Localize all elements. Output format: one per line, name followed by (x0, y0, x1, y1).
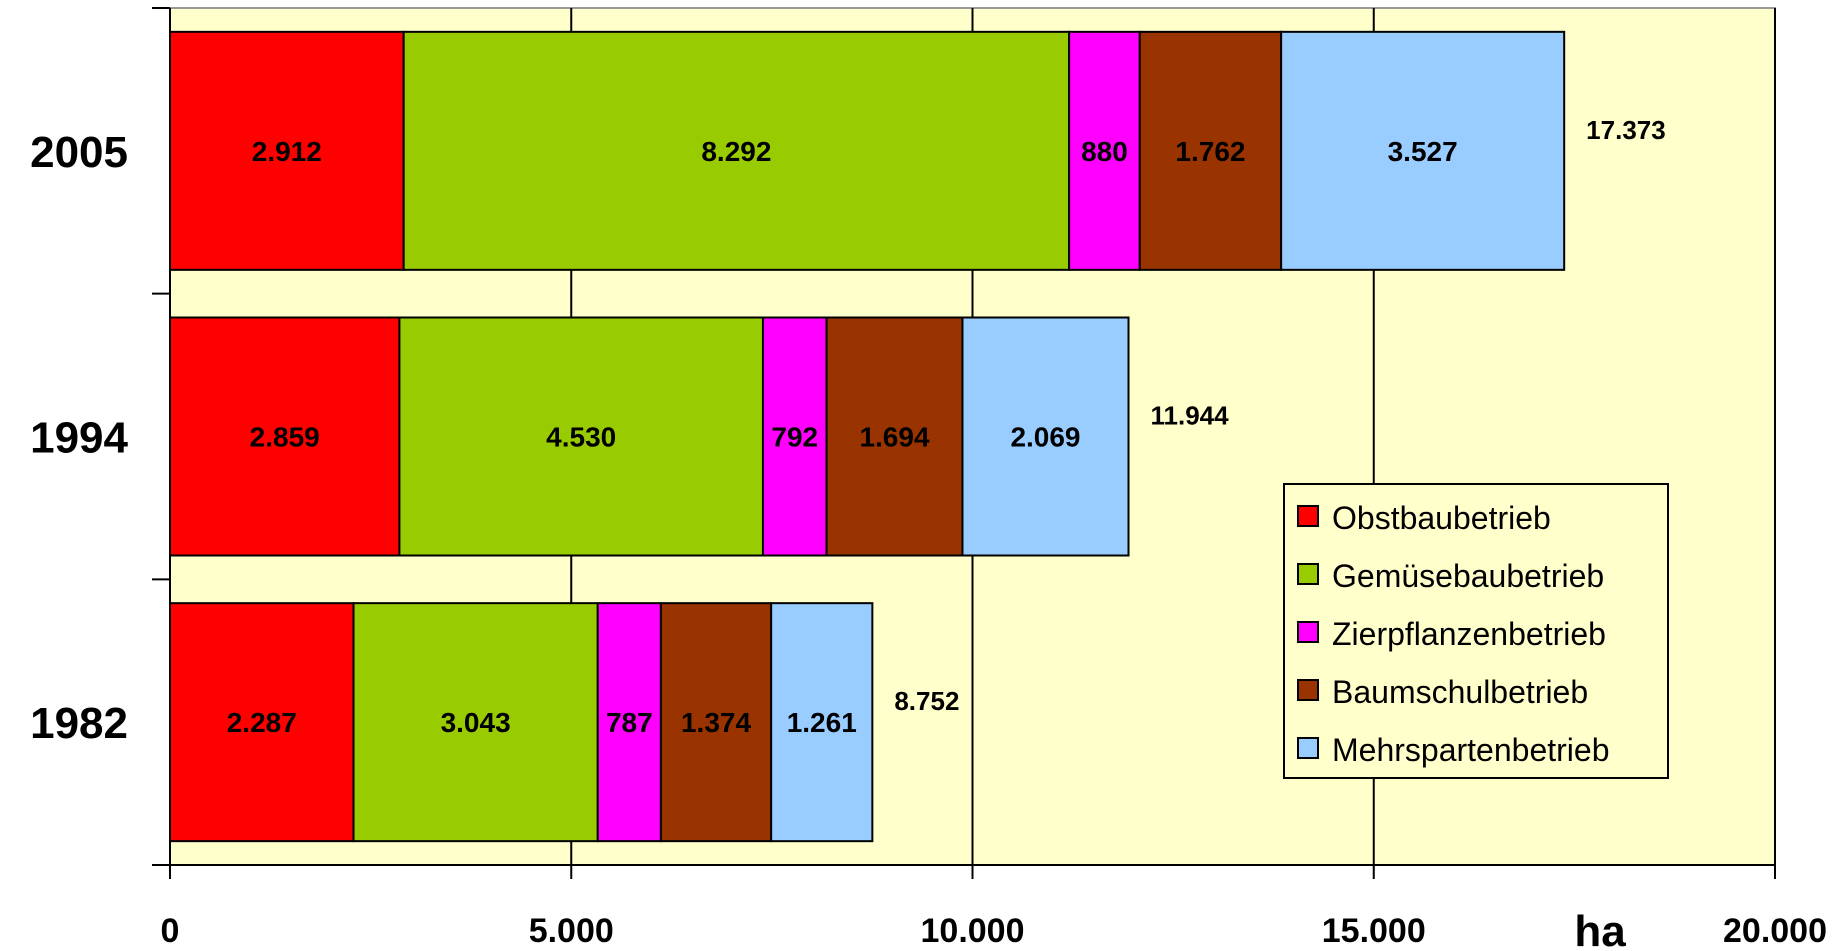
bar-segment (1280, 30, 1566, 271)
bar-segment (596, 602, 662, 843)
x-tick-label: 15.000 (1322, 912, 1426, 950)
total-label: 8.752 (894, 686, 959, 716)
bar-segment (961, 316, 1130, 557)
data-label: 3.043 (441, 707, 511, 738)
legend-label: Baumschulbetrieb (1332, 674, 1588, 710)
category-label: 2005 (30, 128, 128, 177)
total-label: 17.373 (1586, 115, 1666, 145)
data-label: 1.261 (787, 707, 857, 738)
legend-label: Gemüsebaubetrieb (1332, 558, 1604, 594)
category-label: 1982 (30, 699, 128, 748)
data-label: 8.292 (701, 136, 771, 167)
legend-swatch (1297, 563, 1319, 585)
data-label: 1.762 (1175, 136, 1245, 167)
axes (152, 7, 1776, 879)
data-label: 2.287 (227, 707, 297, 738)
category-label: 1994 (30, 414, 128, 463)
x-tick-label: 20.000 (1723, 912, 1827, 950)
legend-swatch (1297, 505, 1319, 527)
legend-swatch (1297, 621, 1319, 643)
data-label: 4.530 (546, 422, 616, 453)
legend-label: Mehrspartenbetrieb (1332, 732, 1609, 768)
bar-segment (1068, 30, 1141, 271)
x-tick-label: 5.000 (529, 912, 614, 950)
bar-segment (169, 316, 401, 557)
bar-segment (402, 30, 1071, 271)
bar-segment (825, 316, 964, 557)
data-label: 2.912 (252, 136, 322, 167)
legend: Obstbaubetrieb Gemüsebaubetrieb Zierpflanz… (1283, 483, 1669, 779)
legend-label: Obstbaubetrieb (1332, 500, 1551, 536)
bar-segment (169, 602, 355, 843)
x-tick-label: 0 (161, 912, 180, 950)
bar-segment (352, 602, 599, 843)
data-label: 880 (1081, 136, 1128, 167)
data-label: 1.694 (859, 422, 929, 453)
bar-segment (169, 30, 405, 271)
data-label: 792 (771, 422, 818, 453)
x-tick-label: 10.000 (921, 912, 1025, 950)
x-axis-unit: ha (1574, 907, 1626, 951)
total-label: 11.944 (1151, 401, 1230, 431)
legend-label: Zierpflanzenbetrieb (1332, 616, 1606, 652)
data-label: 2.859 (250, 422, 320, 453)
bars (169, 30, 1566, 843)
legend-swatch (1297, 737, 1319, 759)
data-label: 787 (606, 707, 653, 738)
legend-box (1283, 483, 1669, 779)
data-label: 2.069 (1010, 422, 1080, 453)
bar-segment (1138, 30, 1283, 271)
data-label: 3.527 (1388, 136, 1458, 167)
bar-segment (770, 602, 874, 843)
data-label: 1.374 (681, 707, 751, 738)
labels: 2.912 8.292 880 1.762 3.527 17.373 2005 2.859 4.… (30, 115, 1827, 951)
bar-segment (761, 316, 828, 557)
legend-swatch (1297, 679, 1319, 701)
